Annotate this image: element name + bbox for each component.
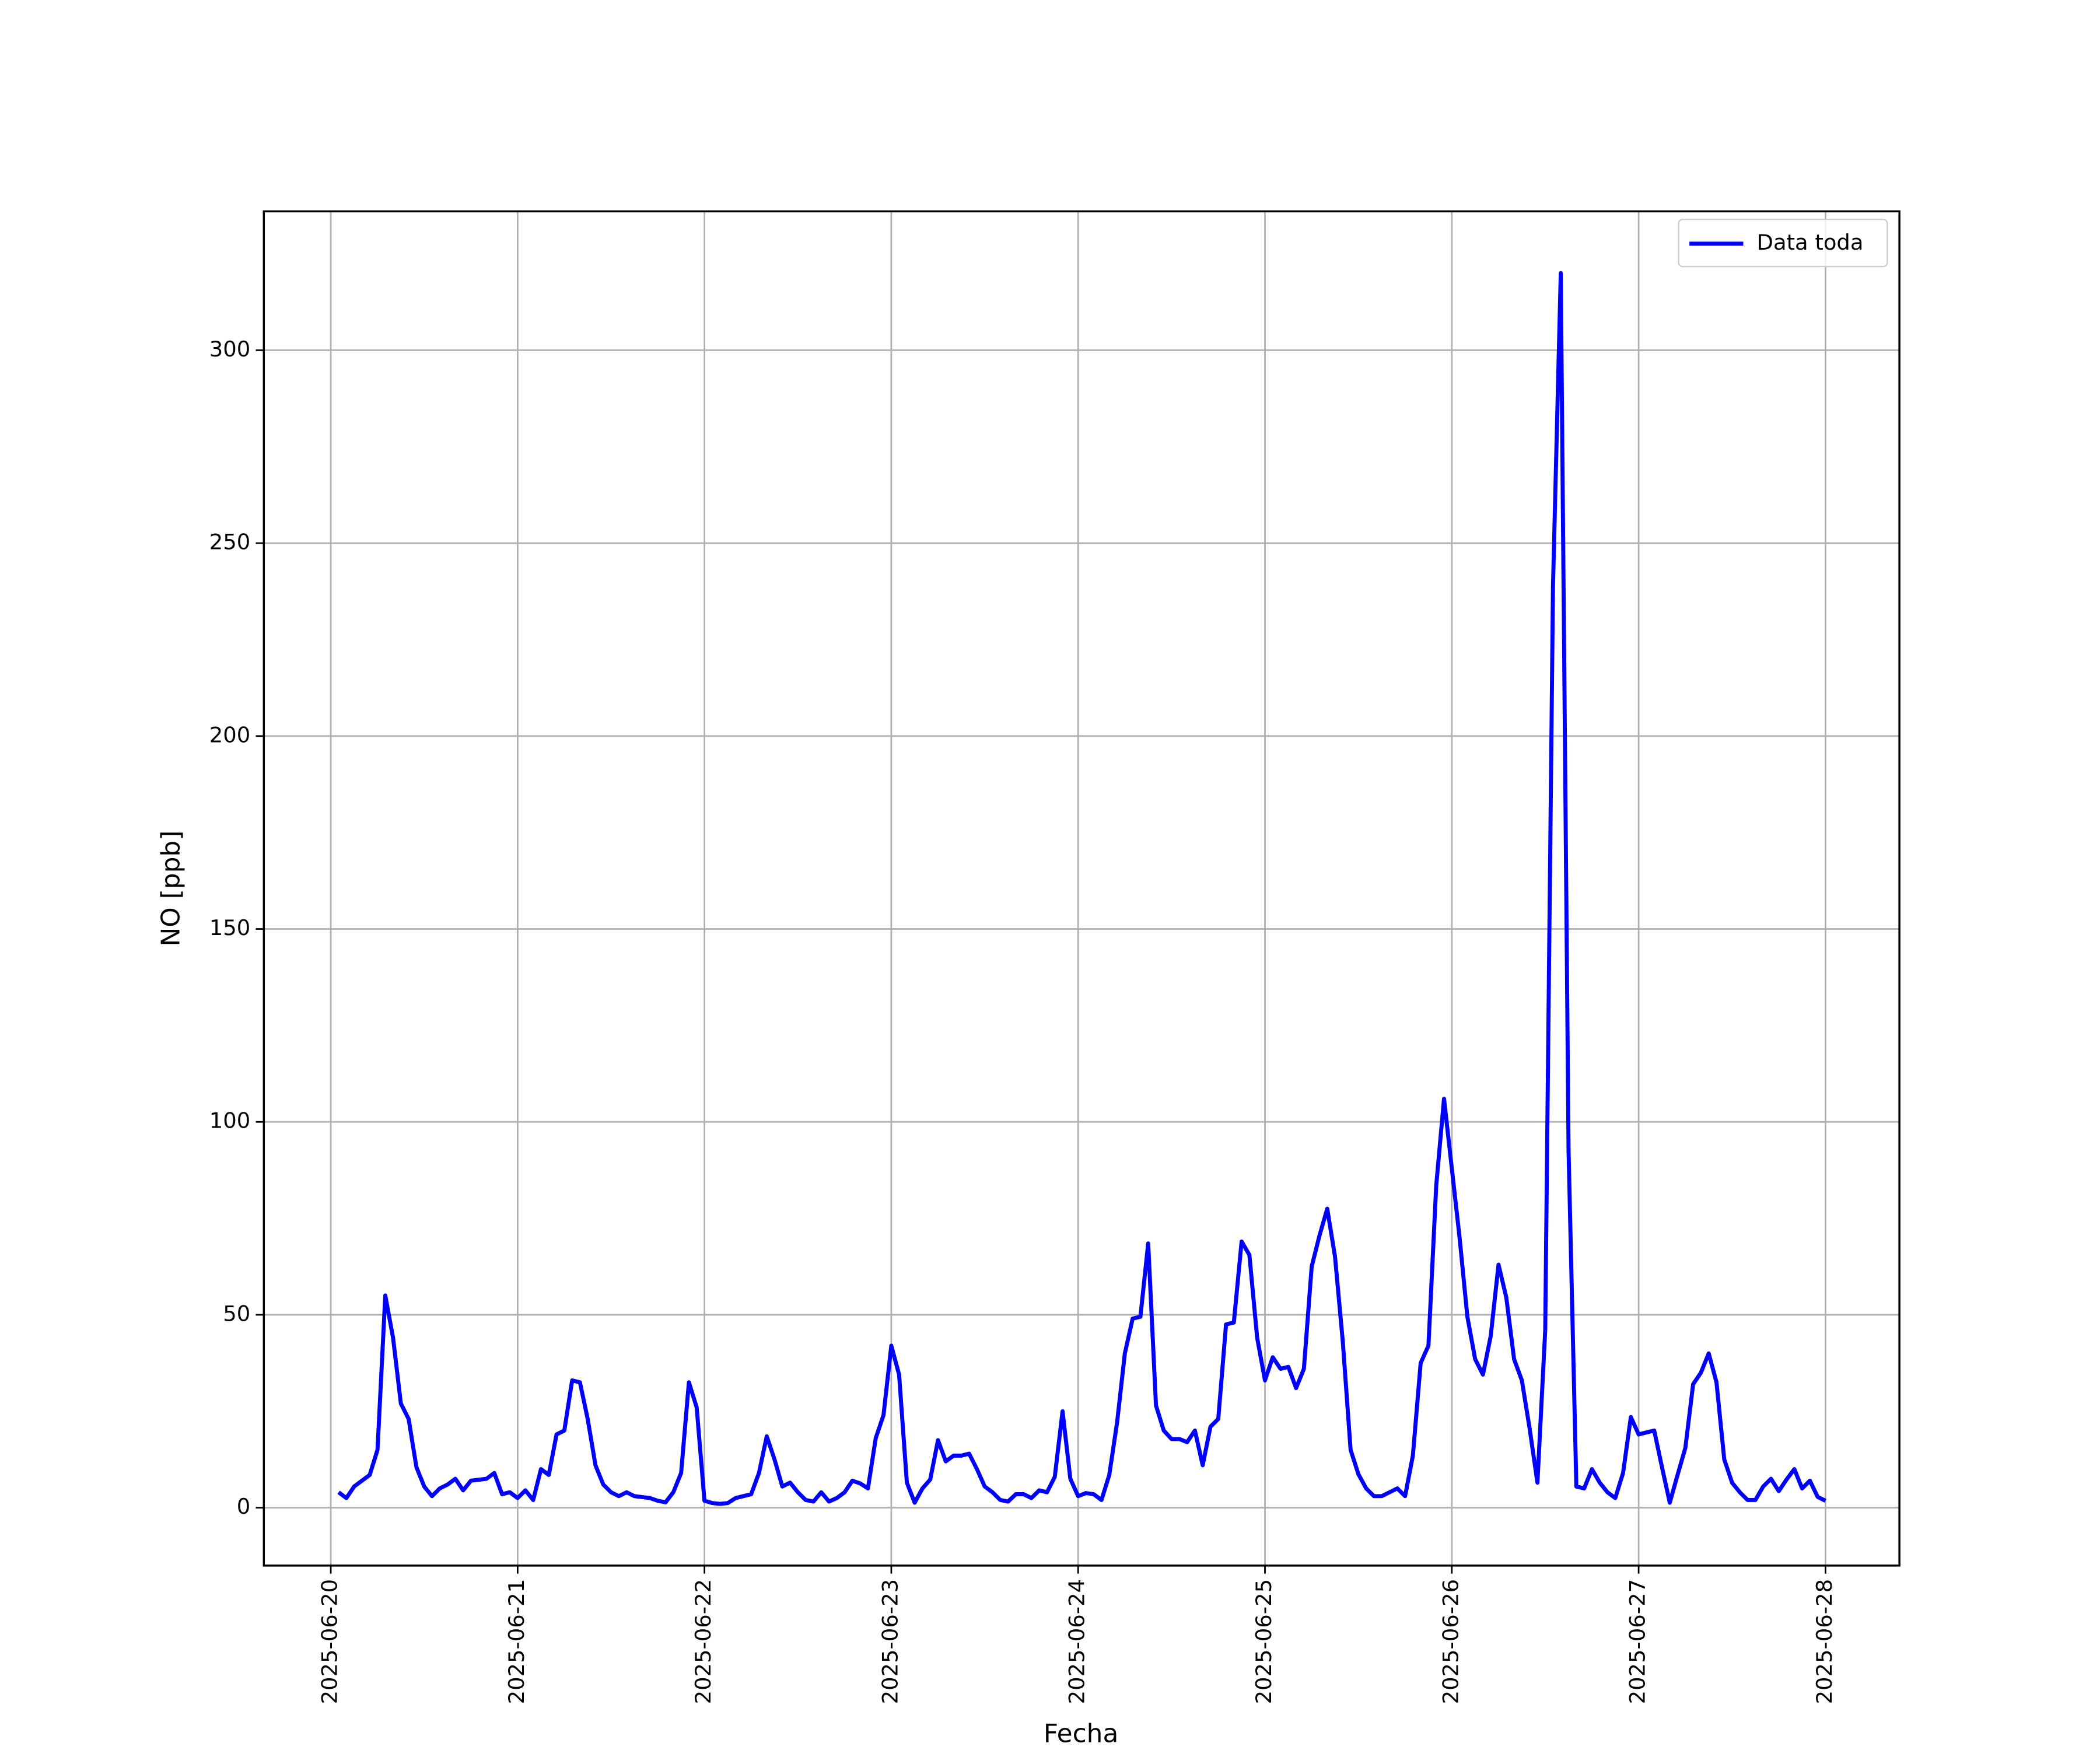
x-tick-label: 2025-06-28 bbox=[1812, 1579, 1837, 1704]
y-tick-label: 150 bbox=[209, 915, 250, 940]
y-tick-label: 100 bbox=[209, 1108, 250, 1133]
x-tick-label: 2025-06-21 bbox=[504, 1579, 529, 1704]
grid bbox=[264, 211, 1900, 1566]
data-line bbox=[337, 271, 1826, 1506]
x-tick-label: 2025-06-23 bbox=[877, 1579, 902, 1704]
y-tick-label: 200 bbox=[209, 722, 250, 747]
x-tick-label: 2025-06-27 bbox=[1625, 1579, 1650, 1704]
x-tick-label: 2025-06-22 bbox=[691, 1579, 716, 1704]
y-axis-label: NO [ppb] bbox=[156, 831, 186, 947]
legend-label: Data toda bbox=[1757, 230, 1864, 255]
x-tick-label: 2025-06-24 bbox=[1065, 1579, 1090, 1704]
legend-box bbox=[1678, 218, 1888, 268]
x-tick-label: 2025-06-20 bbox=[317, 1579, 342, 1704]
y-tick-label: 300 bbox=[209, 337, 250, 362]
x-axis-label: Fecha bbox=[1044, 1719, 1119, 1749]
plot-frame bbox=[262, 210, 1901, 1567]
y-tick-label: 250 bbox=[209, 530, 250, 555]
y-tick-label: 0 bbox=[237, 1494, 250, 1519]
x-tick-label: 2025-06-25 bbox=[1251, 1579, 1276, 1704]
y-tick-label: 50 bbox=[223, 1301, 250, 1326]
x-tick-label: 2025-06-26 bbox=[1438, 1579, 1463, 1704]
